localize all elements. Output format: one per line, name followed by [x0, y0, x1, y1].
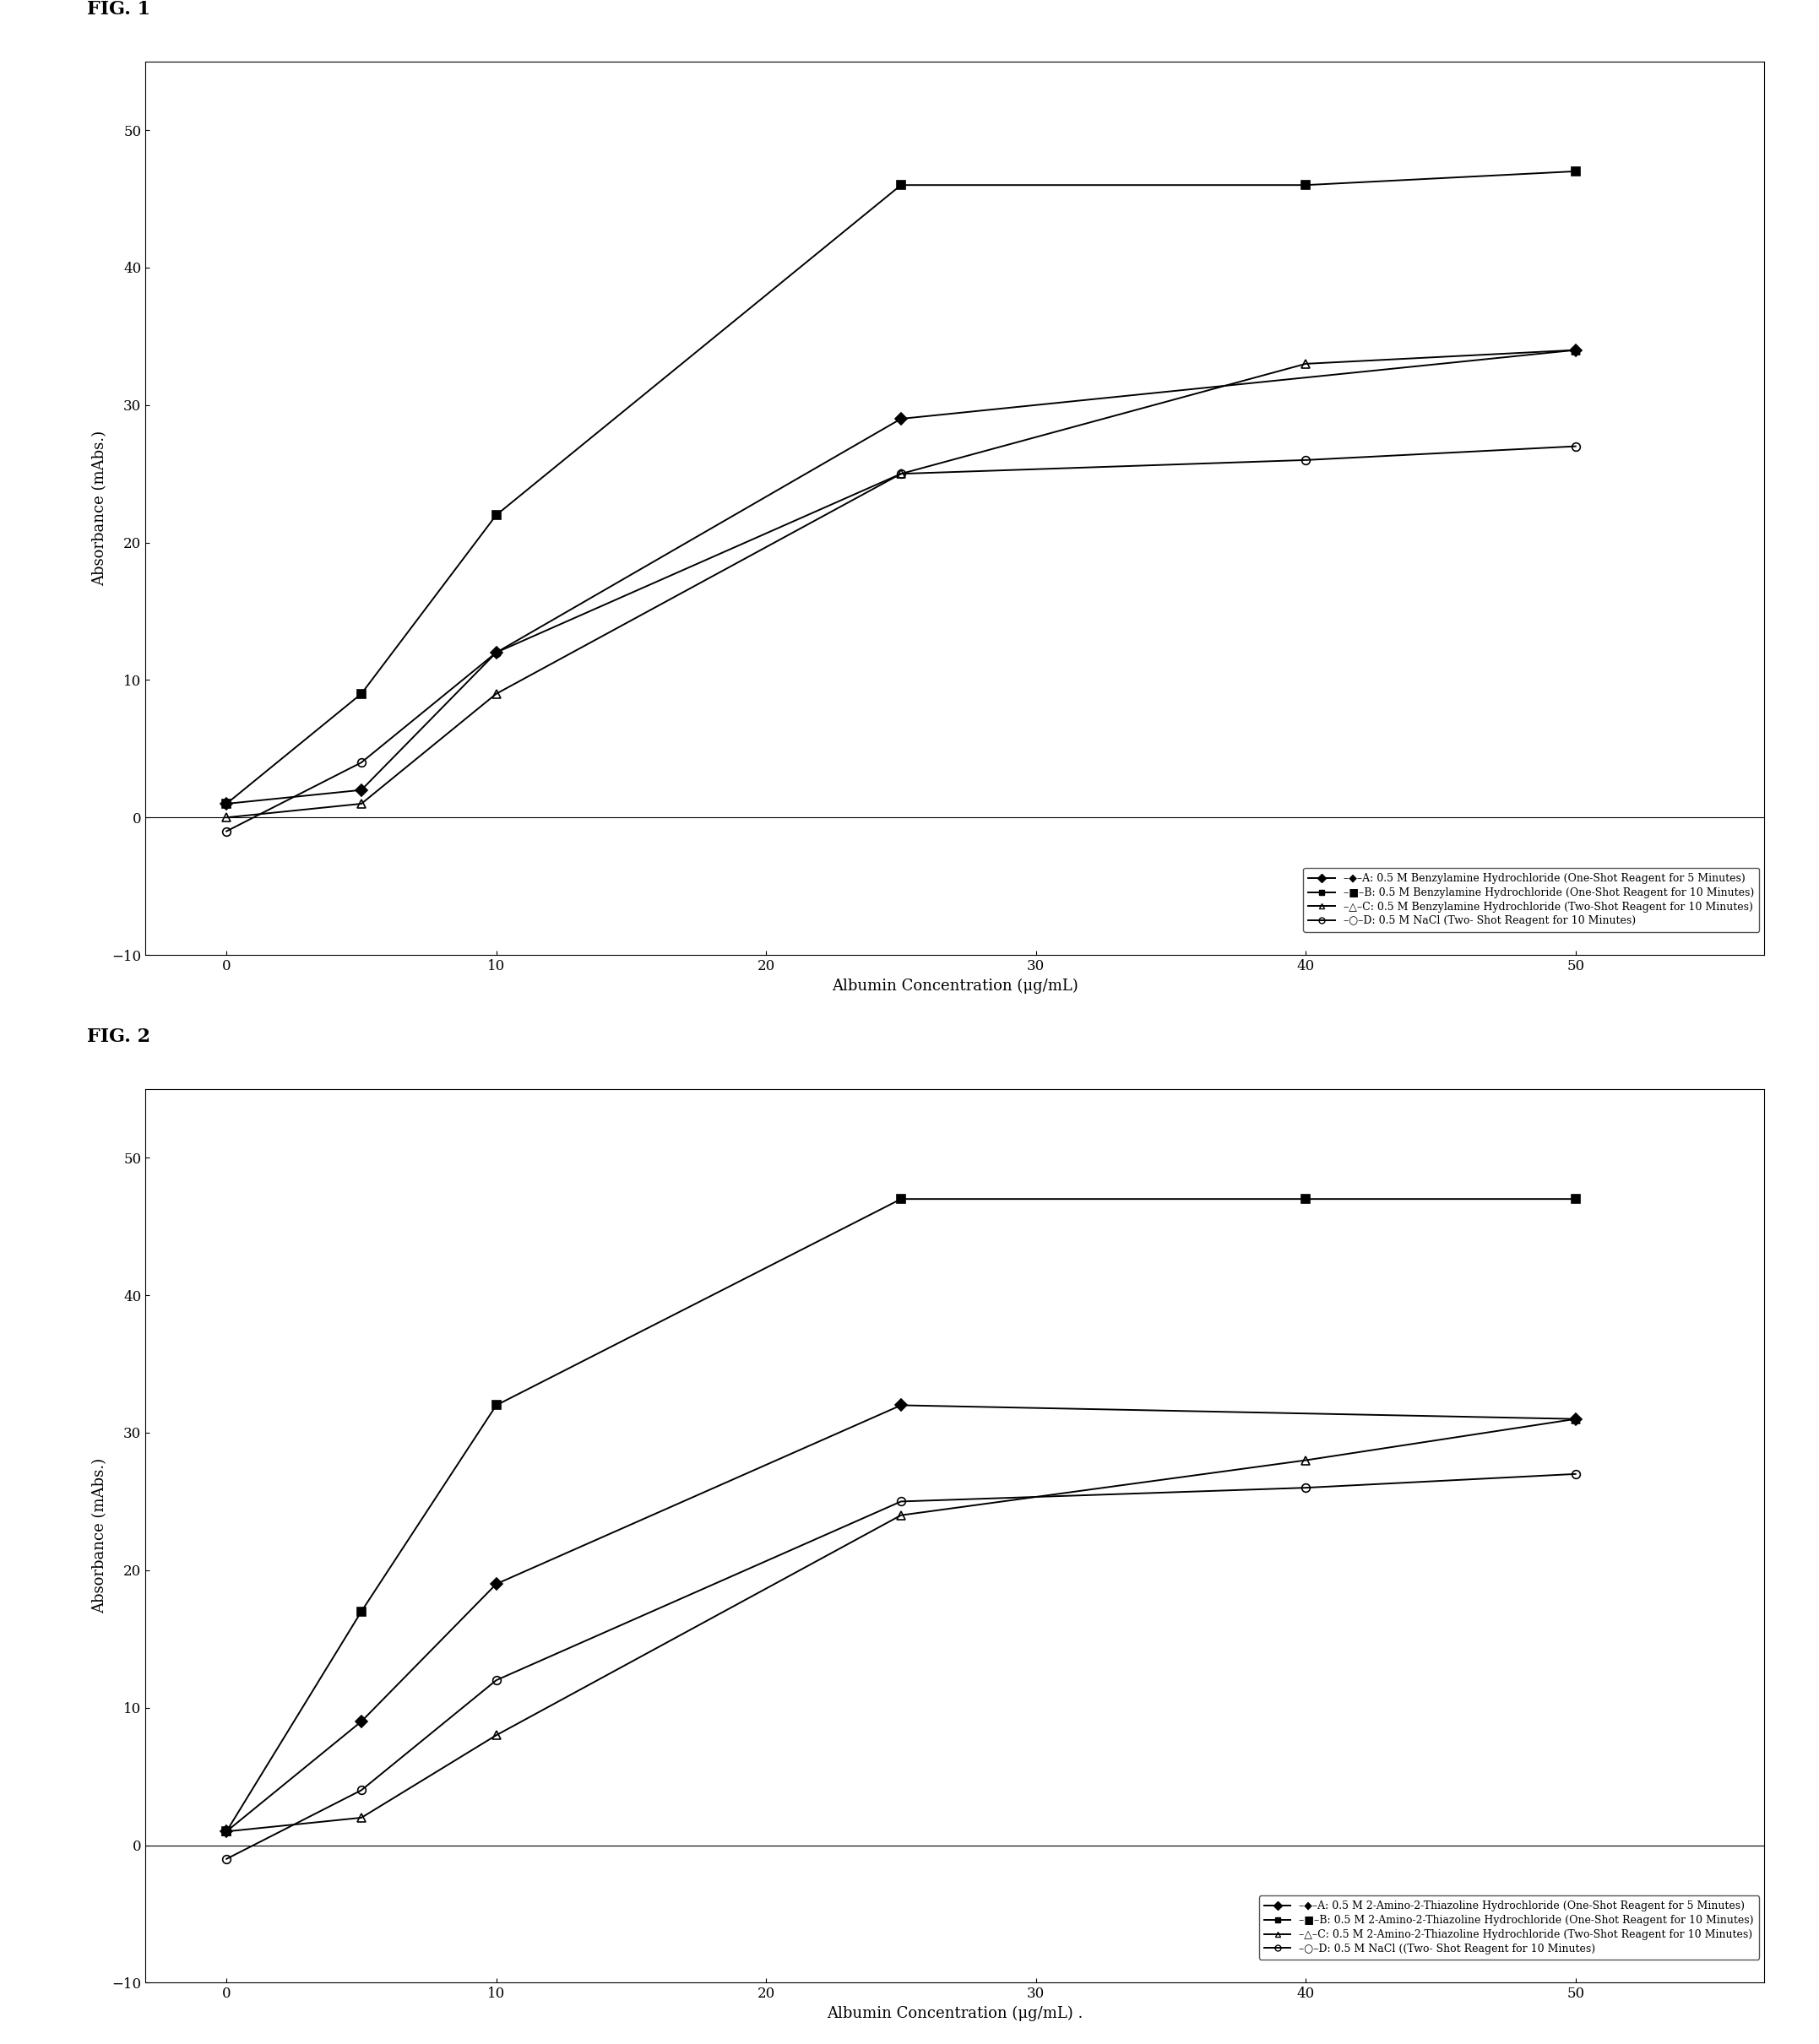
X-axis label: Albumin Concentration (μg/mL) .: Albumin Concentration (μg/mL) . — [828, 2005, 1082, 2022]
Text: FIG. 1: FIG. 1 — [87, 0, 151, 18]
Y-axis label: Absorbance (mAbs.): Absorbance (mAbs.) — [93, 431, 107, 587]
Y-axis label: Absorbance (mAbs.): Absorbance (mAbs.) — [93, 1457, 107, 1613]
Legend: –◆–A: 0.5 M 2-Amino-2-Thiazoline Hydrochloride (One-Shot Reagent for 5 Minutes),: –◆–A: 0.5 M 2-Amino-2-Thiazoline Hydroch… — [1259, 1895, 1759, 1960]
Legend: –◆–A: 0.5 M Benzylamine Hydrochloride (One-Shot Reagent for 5 Minutes), –■–B: 0.: –◆–A: 0.5 M Benzylamine Hydrochloride (O… — [1302, 869, 1759, 932]
X-axis label: Albumin Concentration (μg/mL): Albumin Concentration (μg/mL) — [831, 979, 1079, 993]
Text: FIG. 2: FIG. 2 — [87, 1028, 151, 1047]
